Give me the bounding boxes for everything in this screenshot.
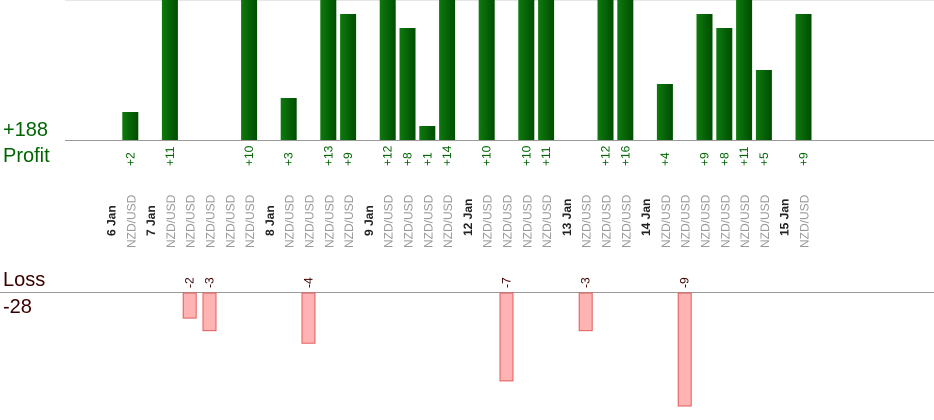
instrument-label: NZD/USD [283, 194, 297, 248]
instrument-label: NZD/USD [204, 194, 218, 248]
profit-value-label: +11 [163, 146, 177, 166]
loss-value-label: -4 [302, 277, 316, 288]
profit-value-label: +3 [282, 152, 296, 166]
instrument-label: NZD/USD [798, 194, 812, 248]
date-label: 14 Jan [639, 199, 653, 236]
profit-value-label: +10 [242, 145, 256, 166]
profit-bar [241, 0, 258, 140]
instrument-label: NZD/USD [738, 194, 752, 248]
instrument-label: NZD/USD [124, 194, 138, 248]
profit-value-label: +10 [480, 145, 494, 166]
date-label: 15 Jan [778, 199, 792, 236]
instrument-label: NZD/USD [619, 194, 633, 248]
instrument-label: NZD/USD [520, 194, 534, 248]
instrument-label: NZD/USD [481, 194, 495, 248]
profit-bar [656, 84, 673, 140]
loss-value-label: -9 [678, 277, 692, 288]
profit-bar [795, 14, 812, 140]
date-label: 7 Jan [144, 205, 158, 236]
loss-bar [202, 292, 217, 332]
loss-bar [499, 292, 514, 382]
date-label: 8 Jan [263, 205, 277, 236]
profit-bar [518, 0, 535, 140]
profit-value-label: +5 [757, 152, 771, 166]
profit-bar [340, 14, 357, 140]
date-label: 12 Jan [461, 199, 475, 236]
profit-value-label: +12 [599, 145, 613, 166]
profit-value-label: +9 [698, 152, 712, 166]
instrument-label: NZD/USD [303, 194, 317, 248]
profit-bar [597, 0, 614, 140]
profit-bar [617, 0, 634, 140]
profit-bar [280, 98, 297, 140]
instrument-label: NZD/USD [382, 194, 396, 248]
loss-value-label: -7 [500, 277, 514, 288]
profit-value-label: +10 [519, 145, 533, 166]
profit-bar [122, 112, 139, 140]
instrument-label: NZD/USD [501, 194, 515, 248]
loss-bar [301, 292, 316, 344]
profit-bar [538, 0, 555, 140]
loss-value-label: -3 [579, 277, 593, 288]
profit-bar [161, 0, 178, 140]
instrument-label: NZD/USD [243, 194, 257, 248]
date-label: 9 Jan [362, 205, 376, 236]
instrument-label: NZD/USD [421, 194, 435, 248]
instrument-label: NZD/USD [758, 194, 772, 248]
profit-bar [716, 28, 733, 140]
loss-bar [677, 292, 692, 407]
profit-value-label: +8 [717, 152, 731, 166]
loss-value-label: -2 [183, 277, 197, 288]
instrument-label: NZD/USD [600, 194, 614, 248]
instrument-label: NZD/USD [164, 194, 178, 248]
instrument-label: NZD/USD [718, 194, 732, 248]
profit-bar [755, 70, 772, 140]
instrument-label: NZD/USD [402, 194, 416, 248]
instrument-label: NZD/USD [699, 194, 713, 248]
profit-value-label: +8 [401, 152, 415, 166]
date-label: 6 Jan [105, 205, 119, 236]
profit-value-label: +9 [341, 152, 355, 166]
profit-value-label: +2 [123, 152, 137, 166]
loss-bar [182, 292, 197, 319]
profit-value-label: +1 [420, 152, 434, 166]
profit-bar [320, 0, 337, 140]
profit-bar [399, 28, 416, 140]
instrument-label: NZD/USD [342, 194, 356, 248]
loss-total: -28 [3, 296, 32, 318]
profit-value-label: +12 [381, 145, 395, 166]
profit-value-label: +4 [658, 152, 672, 166]
profit-total: +188 [3, 119, 49, 141]
profit-bar [439, 0, 456, 140]
date-label: 13 Jan [560, 199, 574, 236]
profit-value-label: +9 [797, 152, 811, 166]
profit-label: Profit [3, 145, 50, 167]
instrument-label: NZD/USD [322, 194, 336, 248]
profit-bar [419, 126, 436, 140]
profit-bar [736, 0, 753, 140]
instrument-label: NZD/USD [184, 194, 198, 248]
instrument-label: NZD/USD [441, 194, 455, 248]
profit-value-label: +16 [618, 145, 632, 166]
loss-value-label: -3 [203, 277, 217, 288]
loss-label: Loss [3, 269, 46, 291]
profit-value-label: +11 [737, 146, 751, 166]
instrument-label: NZD/USD [580, 194, 594, 248]
instrument-label: NZD/USD [540, 194, 554, 248]
profit-value-label: +11 [539, 146, 553, 166]
instrument-label: NZD/USD [659, 194, 673, 248]
profit-bar [379, 0, 396, 140]
instrument-label: NZD/USD [223, 194, 237, 248]
profit-value-label: +13 [321, 145, 335, 166]
profit-bar [696, 14, 713, 140]
instrument-label: NZD/USD [679, 194, 693, 248]
profit-bar [478, 0, 495, 140]
loss-bar [578, 292, 593, 332]
profit-value-label: +14 [440, 145, 454, 166]
